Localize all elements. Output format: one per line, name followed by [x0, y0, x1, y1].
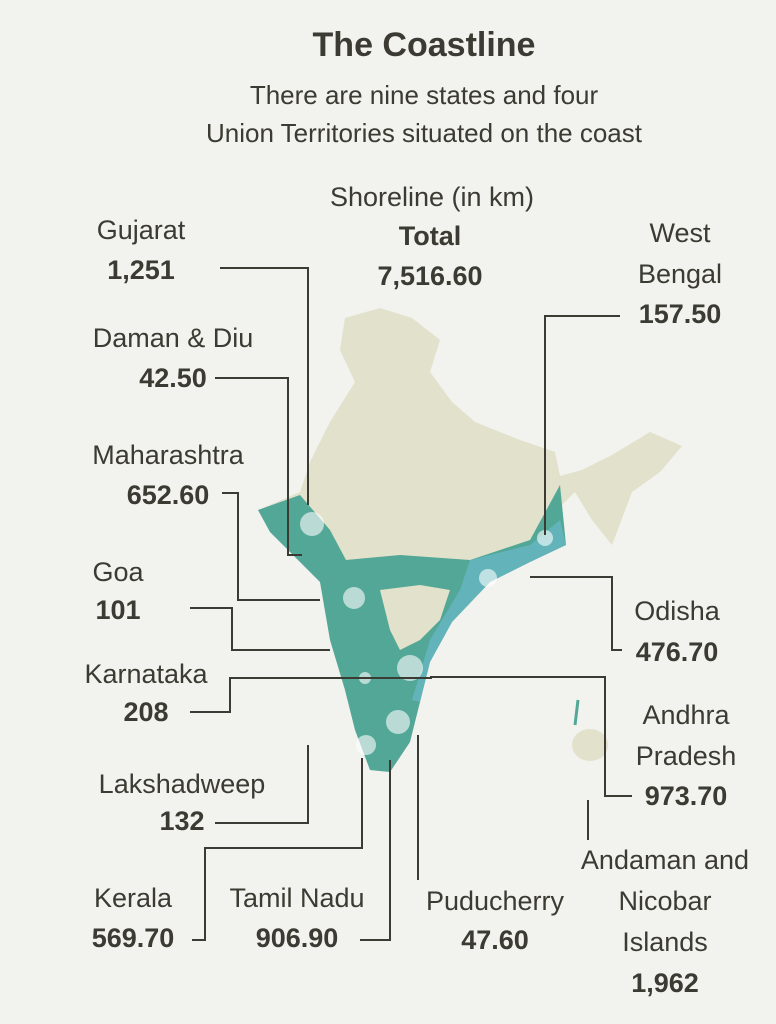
region-value: 157.50	[639, 299, 722, 329]
region-value: 47.60	[461, 925, 529, 955]
island	[573, 699, 580, 726]
region-name: Gujarat	[97, 215, 186, 245]
region-name: Tamil Nadu	[229, 883, 364, 913]
region-value: 569.70	[92, 923, 175, 953]
leader-line	[192, 758, 363, 941]
region-value: 132	[159, 806, 204, 836]
andaman-islands	[572, 729, 608, 761]
region-name: Daman & Diu	[93, 323, 254, 353]
leader-line	[190, 677, 432, 713]
region-name: Kerala	[94, 883, 173, 913]
region-name: Odisha	[634, 596, 721, 626]
region-value: 42.50	[139, 363, 207, 393]
region-name: West	[649, 218, 711, 248]
leader-line	[222, 492, 320, 601]
leader-line	[360, 760, 391, 941]
region-name: Puducherry	[426, 886, 565, 916]
region-name: Lakshadweep	[99, 769, 266, 799]
region-value: 906.90	[256, 923, 339, 953]
region-value: 652.60	[127, 480, 210, 510]
title: The Coastline	[313, 26, 536, 64]
leader-line	[530, 576, 622, 651]
interior	[380, 585, 450, 650]
region-name: Nicobar	[618, 886, 711, 916]
region-value: 1,962	[631, 968, 699, 998]
region-value: 476.70	[636, 637, 719, 667]
leader-line	[190, 607, 330, 651]
subtitle: Union Territories situated on the coast	[206, 118, 643, 148]
region-value: 208	[123, 697, 168, 727]
leader-line	[215, 745, 309, 824]
markers	[300, 512, 553, 755]
region-name: Islands	[622, 927, 708, 957]
region-name: Maharashtra	[92, 440, 245, 470]
region-name: Bengal	[638, 259, 722, 289]
region-value: 973.70	[645, 781, 728, 811]
region-name: Andaman and	[581, 845, 749, 875]
map	[258, 308, 682, 772]
leader-line	[544, 315, 620, 535]
region-value: 101	[95, 595, 140, 625]
total-value: 7,516.60	[377, 261, 482, 291]
region-name: Pradesh	[636, 741, 737, 771]
leader-line	[215, 377, 302, 556]
total-label: Shoreline (in km)	[330, 182, 534, 212]
region-name: Goa	[92, 557, 144, 587]
region-value: 1,251	[107, 255, 175, 285]
region-name: Andhra	[642, 700, 730, 730]
leader-line	[430, 676, 632, 797]
subtitle: There are nine states and four	[250, 80, 599, 110]
region-name: Karnataka	[84, 659, 208, 689]
total-name: Total	[399, 221, 462, 251]
leader-line	[220, 267, 309, 505]
